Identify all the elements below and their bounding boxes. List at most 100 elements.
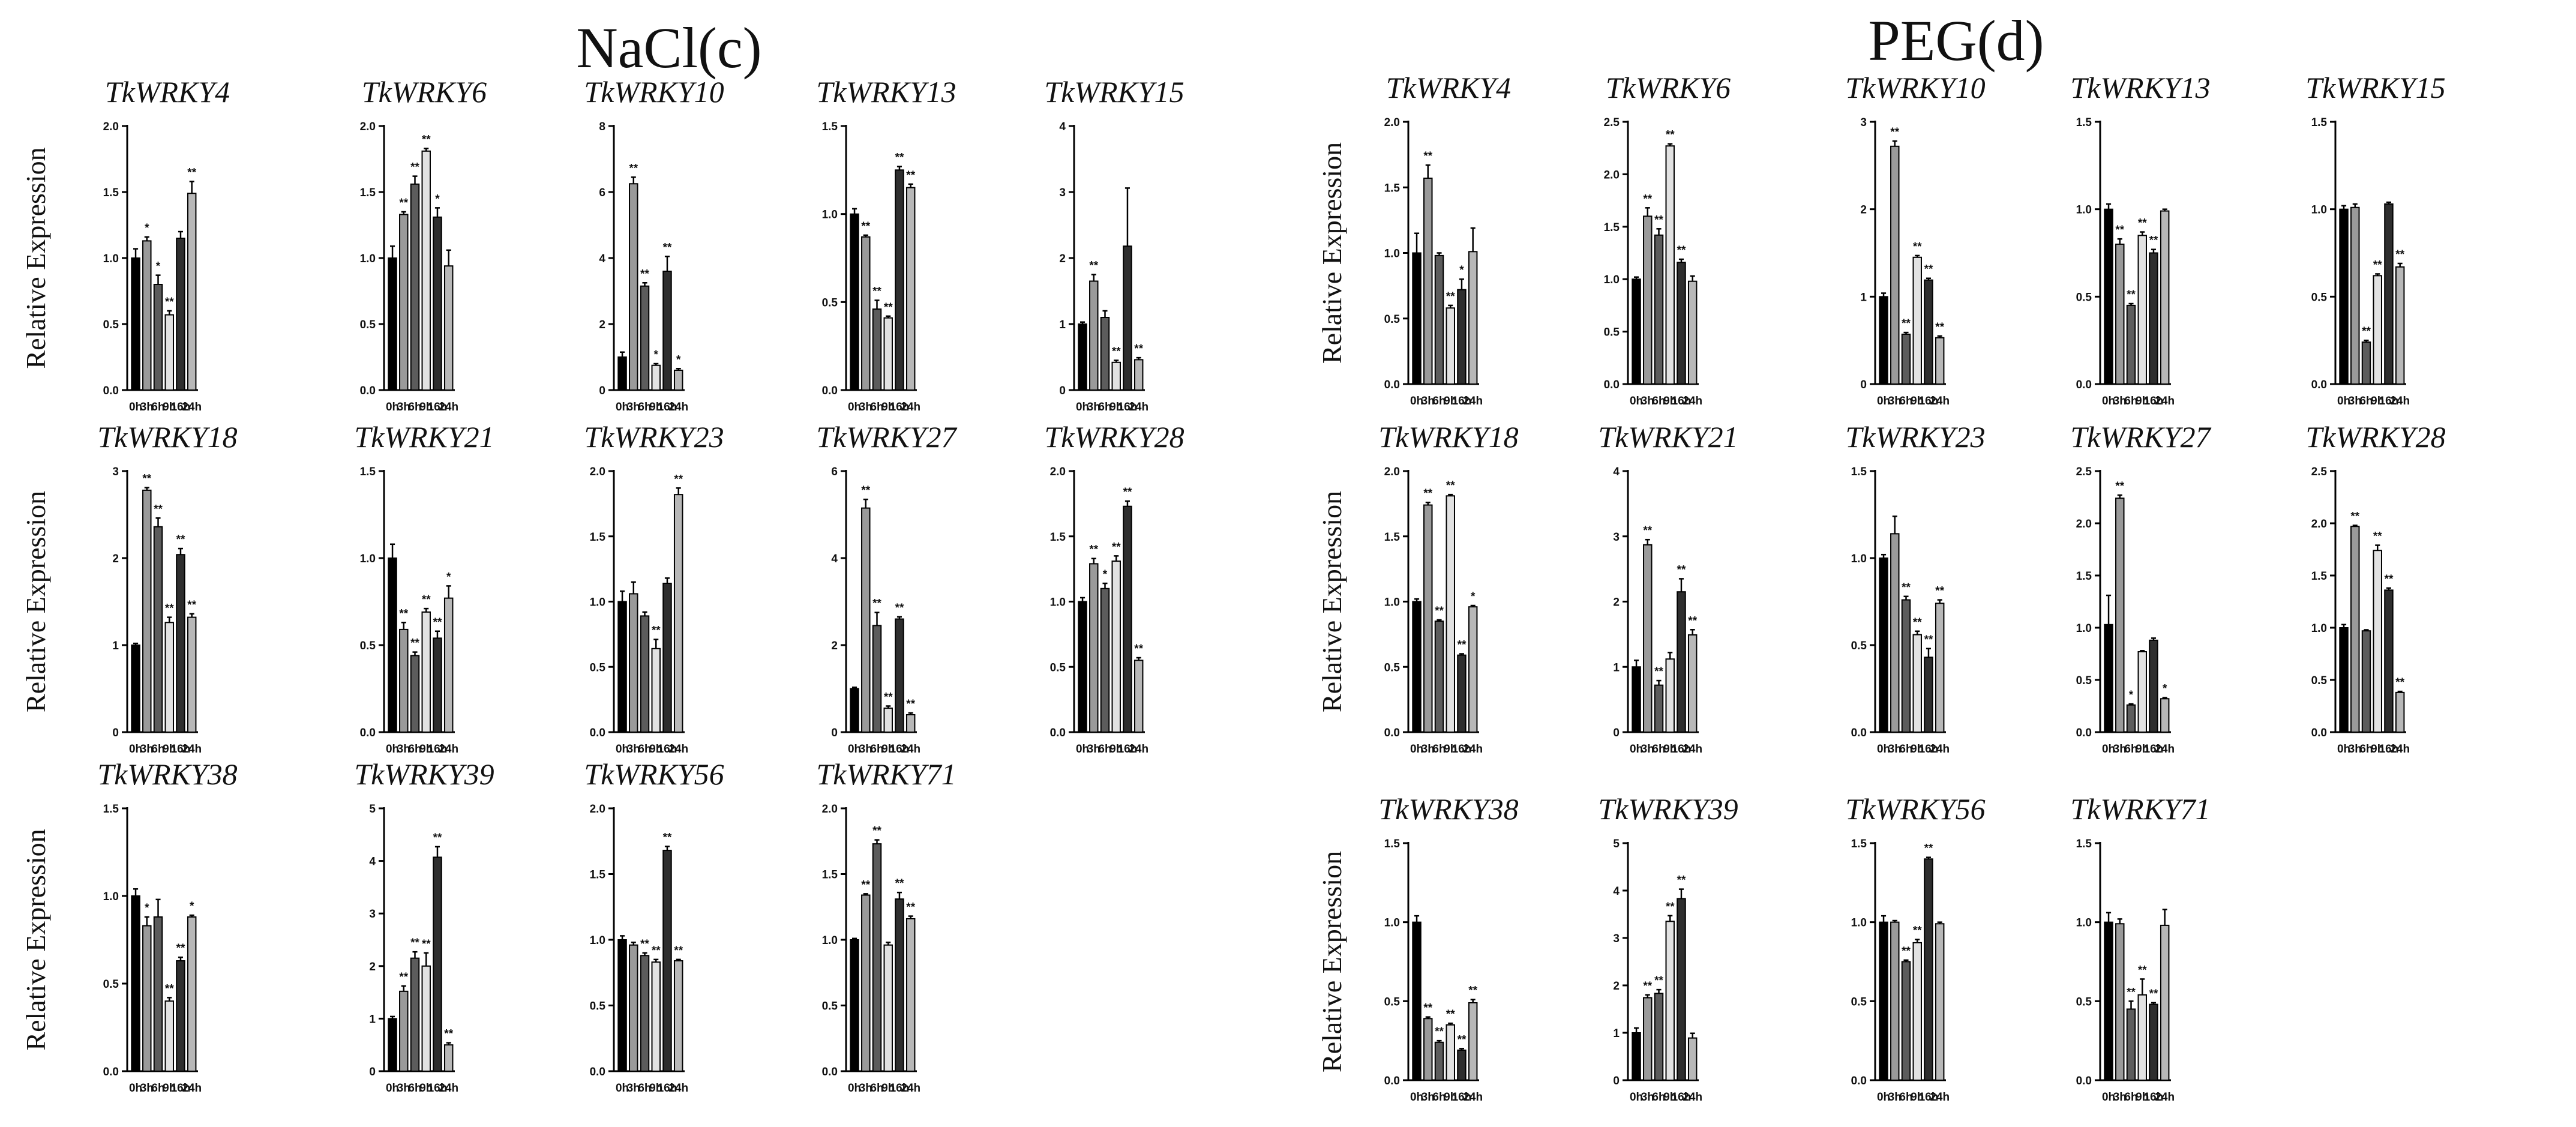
y-tick-label: 1.5 xyxy=(103,187,119,199)
x-tick-label: 16h xyxy=(890,401,910,413)
y-tick-label: 2.0 xyxy=(590,466,605,478)
bar-0h xyxy=(1879,557,1888,733)
y-tick-label: 0.5 xyxy=(590,1000,606,1013)
x-tick-label: 16h xyxy=(1452,395,1472,407)
x-tick-label: 0h xyxy=(2102,1091,2115,1104)
x-tick-label: 24h xyxy=(439,401,458,413)
y-tick-label: 3 xyxy=(1059,187,1066,199)
bar-6h xyxy=(153,284,163,391)
bar-9h xyxy=(1446,1024,1455,1081)
x-tick-label: 3h xyxy=(859,743,872,756)
x-tick-label: 3h xyxy=(397,743,410,756)
significance-mark: ** xyxy=(1123,486,1132,499)
y-axis-label: Relative Expression xyxy=(1317,851,1347,1072)
x-tick-label: 6h xyxy=(151,1082,164,1095)
x-tick-label: 3h xyxy=(1641,1091,1654,1104)
bar-6h xyxy=(1901,333,1911,385)
bar-16h xyxy=(1123,505,1132,733)
y-tick-label: 0.0 xyxy=(1851,727,1867,739)
y-tick-label: 0.0 xyxy=(360,385,376,397)
y-tick-label: 1.0 xyxy=(2076,622,2092,635)
x-tick-label: 16h xyxy=(2379,395,2399,407)
y-tick-label: 2 xyxy=(1860,204,1867,217)
significance-mark: ** xyxy=(1654,214,1663,226)
y-tick-label: 1.5 xyxy=(2076,570,2092,583)
significance-mark: ** xyxy=(2127,986,2136,999)
y-tick-label: 1.5 xyxy=(360,466,376,478)
x-tick-label: 16h xyxy=(171,401,191,413)
bar-16h xyxy=(2149,1003,2158,1081)
bar-3h xyxy=(1089,280,1099,391)
bar-24h xyxy=(1687,280,1698,385)
significance-mark: ** xyxy=(2149,235,2158,247)
significance-mark: ** xyxy=(176,533,185,546)
x-tick-label: 0h xyxy=(1877,395,1890,407)
chart-title: TkWRKY56 xyxy=(1845,792,1985,826)
y-tick-label: 1.5 xyxy=(2311,116,2328,129)
x-tick-label: 24h xyxy=(1683,395,1702,407)
bar-9h xyxy=(651,648,661,733)
significance-mark: * xyxy=(676,353,681,366)
x-tick-label: 16h xyxy=(658,1082,677,1095)
y-tick-label: 3 xyxy=(1613,933,1620,945)
significance-mark: ** xyxy=(399,971,408,984)
y-tick-label: 0.5 xyxy=(2076,675,2092,687)
chart-title: TkWRKY56 xyxy=(584,757,724,791)
significance-mark: ** xyxy=(1112,541,1121,553)
bar-6h xyxy=(410,183,420,391)
y-tick-label: 3 xyxy=(369,908,376,921)
bar-6h xyxy=(1434,254,1444,385)
bar-6h xyxy=(872,843,882,1072)
y-tick-label: 1.5 xyxy=(2311,570,2328,583)
y-tick-label: 2.0 xyxy=(1050,466,1066,478)
bar-24h xyxy=(443,265,454,391)
y-tick-label: 1.5 xyxy=(2076,116,2092,129)
bar-16h xyxy=(1924,858,1933,1081)
bar-6h xyxy=(153,526,163,733)
significance-mark: ** xyxy=(1902,945,1911,958)
significance-mark: ** xyxy=(895,877,904,890)
bar-0h xyxy=(2339,208,2349,385)
y-tick-label: 3 xyxy=(1613,531,1620,544)
significance-mark: ** xyxy=(1666,901,1675,913)
significance-mark: ** xyxy=(1677,244,1686,257)
x-tick-label: 6h xyxy=(2124,743,2137,756)
x-tick-label: 6h xyxy=(1899,395,1912,407)
significance-mark: ** xyxy=(1677,874,1686,887)
y-tick-label: 1.5 xyxy=(822,121,838,133)
bar-6h xyxy=(1901,961,1911,1081)
bar-24h xyxy=(905,714,916,733)
x-tick-label: 0h xyxy=(848,743,861,756)
bar-16h xyxy=(1457,289,1467,385)
bar-24h xyxy=(1687,1037,1698,1081)
x-tick-label: 3h xyxy=(1641,395,1654,407)
y-tick-label: 2.0 xyxy=(1384,116,1400,129)
bar-24h xyxy=(1468,251,1478,385)
significance-mark: ** xyxy=(906,901,915,914)
chart-title: TkWRKY4 xyxy=(105,75,230,109)
y-tick-label: 2 xyxy=(1613,980,1620,993)
y-tick-label: 2.0 xyxy=(1604,169,1620,181)
significance-mark: ** xyxy=(1902,582,1911,594)
bar-0h xyxy=(2339,627,2349,733)
bar-16h xyxy=(895,169,904,391)
x-tick-label: 24h xyxy=(2390,743,2410,756)
significance-mark: ** xyxy=(1458,639,1467,652)
y-tick-label: 1.5 xyxy=(103,803,119,816)
chart-title: TkWRKY10 xyxy=(584,75,724,109)
bar-9h xyxy=(1111,560,1121,733)
significance-mark: ** xyxy=(1643,193,1652,205)
x-tick-label: 24h xyxy=(2155,743,2175,756)
bar-16h xyxy=(1924,279,1933,385)
significance-mark: ** xyxy=(142,473,151,485)
bar-16h xyxy=(2149,252,2158,385)
subchart-tkwrky13: TkWRKY13 0.0 0.5 1.0 1.5 0h ** 3h ** 6h ** 9h ** 16h *… xyxy=(816,75,956,413)
significance-mark: ** xyxy=(884,301,893,314)
x-tick-label: 9h xyxy=(649,401,662,413)
y-tick-label: 0 xyxy=(1860,379,1867,391)
significance-mark: ** xyxy=(663,241,672,254)
bar-16h xyxy=(1457,1049,1467,1081)
